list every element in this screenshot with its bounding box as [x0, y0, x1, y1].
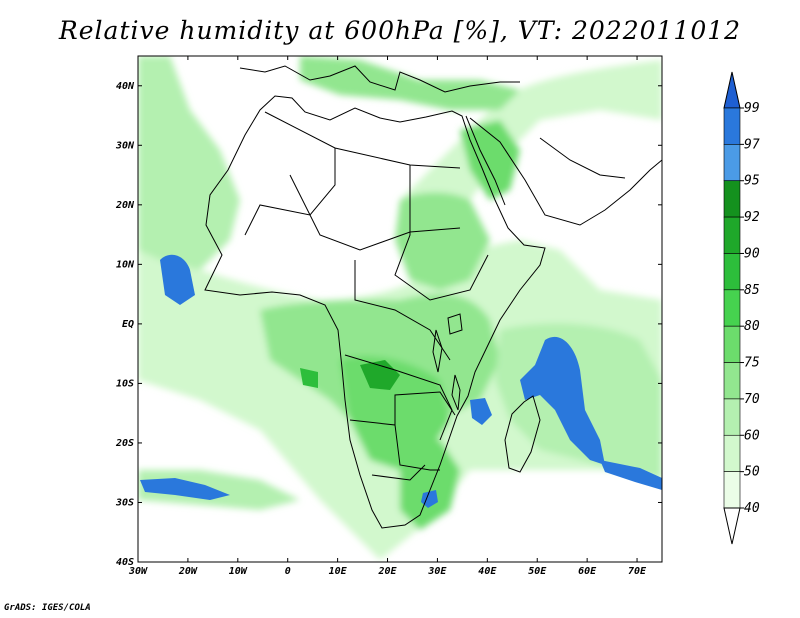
- colorbar-label-2: 95: [744, 174, 760, 189]
- colorbar-band-7: [723, 362, 741, 400]
- europe-coastline: [239, 65, 520, 93]
- border-5: [354, 260, 451, 361]
- border-3: [244, 148, 336, 236]
- colorbar-label-9: 60: [744, 428, 760, 443]
- colorbar-label-4: 90: [744, 246, 760, 261]
- latitude-axis: 40N 30N 20N 10N EQ 10S 20S 30S 40S: [115, 81, 662, 568]
- moist-region-med: [300, 56, 520, 110]
- colorbar-band-6: [723, 325, 741, 363]
- saturated-core-madagascar: [520, 336, 605, 465]
- chart-title: Relative humidity at 600hPa [%], VT: 202…: [58, 16, 742, 45]
- colorbar-top-arrow: [723, 71, 741, 109]
- saturated-core-congo: [360, 360, 400, 390]
- border-9: [371, 464, 426, 481]
- moist-region-east: [395, 192, 490, 290]
- colorbar-label-0: 99: [744, 101, 760, 116]
- colorbar-label-3: 92: [744, 210, 760, 225]
- colorbar-band-10: [723, 471, 741, 509]
- colorbar-band-3: [723, 216, 741, 254]
- colorbar-band-4: [723, 253, 741, 291]
- lon-tick-label-9: 60E: [578, 566, 597, 577]
- lat-tick-label-6: 20S: [115, 438, 134, 449]
- lat-tick-label-7: 30S: [115, 497, 134, 508]
- colorbar-label-8: 70: [744, 392, 760, 407]
- arabia-coastline: [469, 117, 662, 226]
- plot-frame: [137, 55, 663, 563]
- lat-tick-label-8: 40S: [116, 557, 134, 568]
- red-sea: [465, 115, 506, 206]
- colorbar-label-1: 97: [744, 137, 760, 152]
- lat-tick-label-5: 10S: [116, 378, 134, 389]
- colorbar-band-2: [723, 180, 741, 218]
- lat-tick-label-2: 20N: [115, 200, 135, 211]
- colorbar-label-6: 80: [744, 319, 760, 334]
- madagascar: [504, 395, 541, 473]
- colorbar-label-7: 75: [744, 356, 760, 371]
- moist-region-light-north: [400, 60, 662, 230]
- colorbar-band-9: [723, 434, 741, 472]
- lon-tick-label-10: 70E: [628, 566, 647, 577]
- lon-tick-label-8: 50E: [528, 566, 547, 577]
- lake-malawi: [451, 374, 461, 411]
- lake-tanganyika: [432, 329, 443, 373]
- longitude-axis: 30W 20W 10W 0 10E 20E 30E 40E 50E 60E 70E: [128, 56, 647, 577]
- lon-tick-label-7: 40E: [478, 566, 497, 577]
- lon-tick-label-0: 30W: [128, 566, 148, 577]
- lon-tick-label-1: 20W: [178, 566, 198, 577]
- border-7: [349, 419, 440, 471]
- saturated-core-angola: [300, 368, 318, 388]
- moist-region-southeast: [400, 440, 460, 530]
- grads-credit: GrADS: IGES/COLA: [4, 603, 91, 613]
- lat-tick-label-0: 40N: [116, 81, 135, 92]
- saturated-core-southern-tail: [600, 460, 662, 490]
- colorbar-label-10: 50: [744, 465, 760, 480]
- coastlines-and-borders: [204, 65, 662, 529]
- colorbar-band-1: [723, 144, 741, 182]
- lon-tick-label-6: 30E: [427, 566, 447, 577]
- saturated-core-south-atlantic: [140, 478, 230, 500]
- colorbar-label-11: 40: [744, 501, 760, 516]
- lon-tick-label-4: 10E: [329, 566, 348, 577]
- lat-tick-label-4: EQ: [122, 319, 134, 330]
- border-8: [394, 391, 456, 425]
- colorbar-label-5: 85: [744, 283, 760, 298]
- colorbar-band-5: [723, 289, 741, 327]
- border-4: [394, 165, 489, 301]
- border-1: [264, 111, 461, 169]
- moist-region-nile: [460, 120, 520, 200]
- lake-victoria: [447, 313, 463, 335]
- colorbar: 99 97 95 92 90 85 80 75 70 60 50 40: [723, 71, 760, 545]
- saturated-core-mozambique: [470, 398, 492, 425]
- persian-gulf: [539, 137, 626, 179]
- moist-region-west: [138, 56, 240, 270]
- saturated-core-westafrica: [160, 254, 195, 305]
- lon-tick-label-2: 10W: [229, 566, 248, 577]
- africa-coastline: [204, 95, 546, 529]
- lon-tick-label-5: 20E: [377, 566, 397, 577]
- lon-tick-label-3: 0: [285, 566, 291, 577]
- colorbar-bottom-arrow: [723, 507, 741, 545]
- border-6: [344, 354, 453, 441]
- saturated-core-southafrica: [421, 490, 438, 508]
- humidity-field: [138, 56, 662, 562]
- lat-tick-label-1: 30N: [115, 140, 135, 151]
- lat-tick-label-3: 10N: [116, 259, 135, 270]
- colorbar-band-0: [723, 107, 741, 145]
- colorbar-band-8: [723, 398, 741, 436]
